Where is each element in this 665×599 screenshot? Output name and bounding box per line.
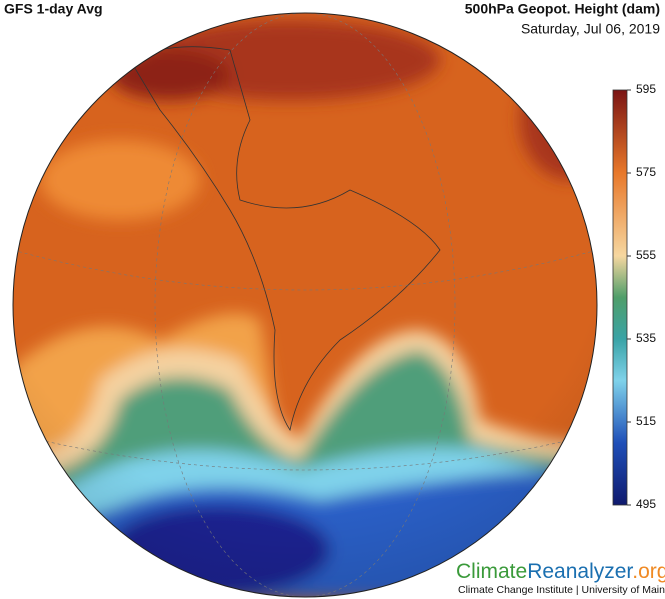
- colorbar-tick-label: 595: [636, 82, 656, 96]
- colorbar-tick-label: 555: [636, 248, 656, 262]
- map-title: GFS 1-day Avg: [4, 1, 103, 17]
- variable-title: 500hPa Geopot. Height (dam): [465, 1, 660, 17]
- logo-part: .org: [632, 560, 665, 583]
- logo: ClimateReanalyzer.org: [456, 560, 665, 583]
- colorbar-tick-label: 575: [636, 165, 656, 179]
- globe-outline: [12, 12, 598, 598]
- colorbar-tick-label: 495: [636, 497, 656, 511]
- date: Saturday, Jul 06, 2019: [521, 21, 660, 37]
- colorbar-tick-label: 515: [636, 414, 656, 428]
- colorbar-tick-label: 535: [636, 331, 656, 345]
- logo-part: Climate: [456, 560, 527, 583]
- logo-part: Reanalyzer: [527, 560, 633, 583]
- logo-subtitle: Climate Change Institute | University of…: [458, 584, 665, 596]
- colorbar: [612, 89, 628, 506]
